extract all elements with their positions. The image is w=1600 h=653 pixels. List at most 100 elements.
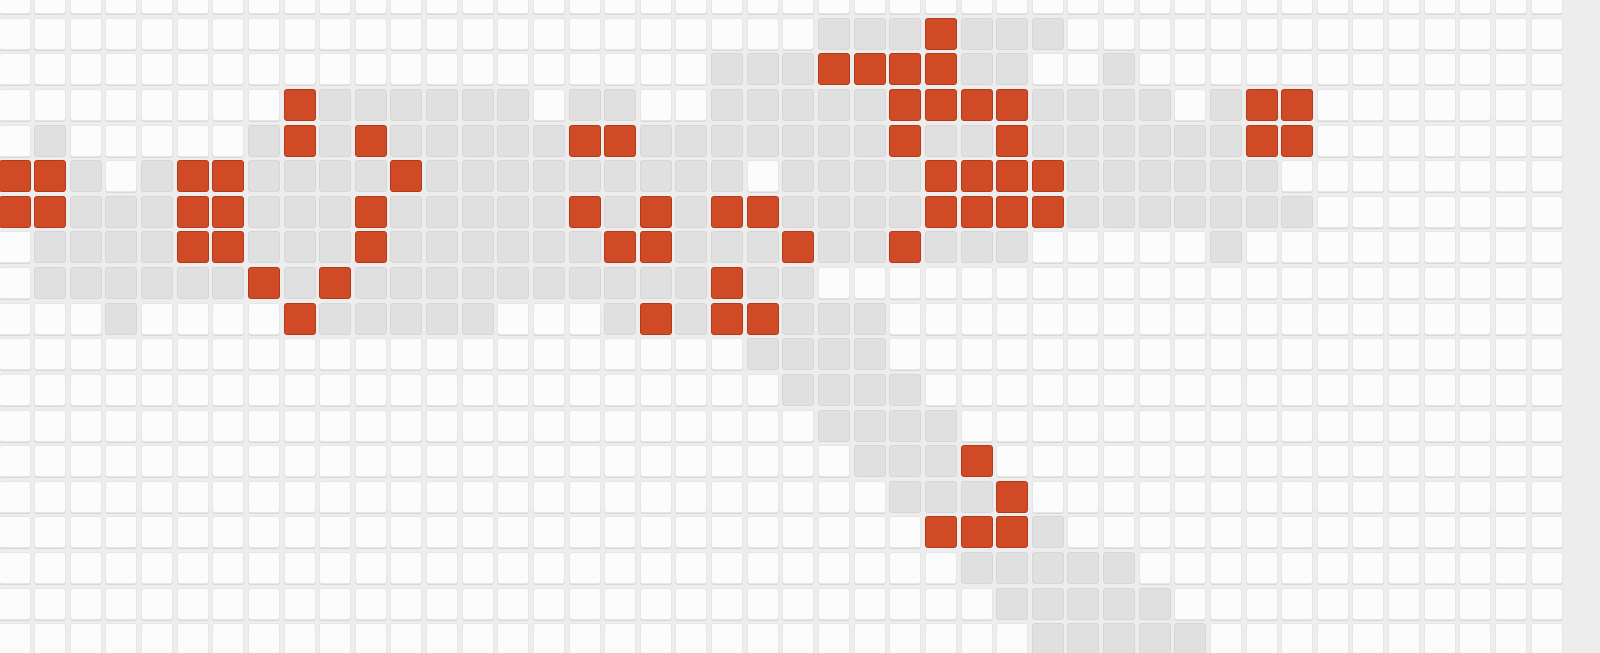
grid-cell-explored[interactable]: [34, 231, 67, 264]
grid-cell-empty[interactable]: [1423, 53, 1456, 86]
grid-cell-empty[interactable]: [354, 373, 387, 406]
grid-cell-empty[interactable]: [782, 587, 815, 620]
grid-cell-explored[interactable]: [889, 409, 922, 442]
grid-cell-empty[interactable]: [69, 17, 102, 50]
grid-cell-explored[interactable]: [1209, 195, 1242, 228]
grid-cell-empty[interactable]: [1245, 480, 1278, 513]
grid-cell-empty[interactable]: [1388, 0, 1421, 14]
grid-cell-explored[interactable]: [924, 231, 957, 264]
grid-cell-explored[interactable]: [817, 160, 850, 193]
grid-cell-explored[interactable]: [141, 267, 174, 300]
grid-cell-empty[interactable]: [141, 445, 174, 478]
grid-cell-empty[interactable]: [532, 302, 565, 335]
grid-cell-explored[interactable]: [960, 480, 993, 513]
grid-cell-selected[interactable]: [960, 445, 993, 478]
grid-cell-explored[interactable]: [746, 338, 779, 371]
grid-cell-empty[interactable]: [782, 0, 815, 14]
grid-cell-empty[interactable]: [1388, 338, 1421, 371]
grid-cell-empty[interactable]: [212, 480, 245, 513]
grid-cell-empty[interactable]: [1174, 516, 1207, 549]
grid-cell-empty[interactable]: [782, 623, 815, 653]
grid-cell-empty[interactable]: [1352, 302, 1385, 335]
grid-cell-empty[interactable]: [1530, 373, 1563, 406]
grid-cell-empty[interactable]: [1245, 0, 1278, 14]
grid-cell-empty[interactable]: [1352, 88, 1385, 121]
grid-cell-empty[interactable]: [1138, 445, 1171, 478]
grid-cell-empty[interactable]: [1174, 552, 1207, 585]
grid-cell-empty[interactable]: [1388, 53, 1421, 86]
grid-cell-empty[interactable]: [1423, 373, 1456, 406]
grid-cell-empty[interactable]: [426, 623, 459, 653]
grid-cell-empty[interactable]: [461, 445, 494, 478]
grid-cell-explored[interactable]: [746, 53, 779, 86]
grid-cell-empty[interactable]: [1316, 88, 1349, 121]
grid-cell-selected[interactable]: [996, 88, 1029, 121]
grid-cell-empty[interactable]: [853, 480, 886, 513]
grid-cell-empty[interactable]: [1209, 302, 1242, 335]
grid-cell-empty[interactable]: [853, 587, 886, 620]
grid-cell-empty[interactable]: [176, 338, 209, 371]
grid-cell-selected[interactable]: [283, 124, 316, 157]
grid-cell-empty[interactable]: [1245, 445, 1278, 478]
grid-cell-explored[interactable]: [1138, 124, 1171, 157]
grid-cell-explored[interactable]: [639, 267, 672, 300]
grid-cell-empty[interactable]: [675, 552, 708, 585]
grid-cell-empty[interactable]: [1245, 587, 1278, 620]
grid-cell-empty[interactable]: [1067, 267, 1100, 300]
grid-cell-explored[interactable]: [461, 160, 494, 193]
grid-cell-empty[interactable]: [711, 552, 744, 585]
grid-cell-empty[interactable]: [1494, 88, 1527, 121]
grid-cell-empty[interactable]: [1352, 17, 1385, 50]
grid-cell-empty[interactable]: [817, 623, 850, 653]
grid-cell-empty[interactable]: [996, 373, 1029, 406]
grid-cell-empty[interactable]: [1530, 88, 1563, 121]
grid-cell-empty[interactable]: [1530, 160, 1563, 193]
grid-cell-selected[interactable]: [0, 160, 31, 193]
grid-cell-empty[interactable]: [1281, 516, 1314, 549]
grid-cell-empty[interactable]: [568, 338, 601, 371]
grid-cell-empty[interactable]: [283, 516, 316, 549]
grid-cell-empty[interactable]: [69, 623, 102, 653]
grid-cell-empty[interactable]: [1494, 480, 1527, 513]
grid-cell-explored[interactable]: [497, 160, 530, 193]
grid-cell-empty[interactable]: [283, 53, 316, 86]
grid-cell-selected[interactable]: [604, 124, 637, 157]
grid-cell-empty[interactable]: [1459, 195, 1492, 228]
grid-cell-explored[interactable]: [247, 195, 280, 228]
grid-cell-empty[interactable]: [1494, 338, 1527, 371]
grid-cell-explored[interactable]: [817, 302, 850, 335]
grid-cell-empty[interactable]: [497, 480, 530, 513]
grid-cell-empty[interactable]: [1138, 231, 1171, 264]
grid-cell-empty[interactable]: [1067, 17, 1100, 50]
grid-cell-explored[interactable]: [532, 160, 565, 193]
grid-cell-explored[interactable]: [746, 88, 779, 121]
grid-cell-empty[interactable]: [69, 552, 102, 585]
grid-cell-empty[interactable]: [1245, 267, 1278, 300]
grid-cell-empty[interactable]: [1174, 267, 1207, 300]
grid-cell-selected[interactable]: [176, 195, 209, 228]
grid-cell-explored[interactable]: [853, 373, 886, 406]
grid-cell-empty[interactable]: [1138, 409, 1171, 442]
grid-cell-empty[interactable]: [1316, 267, 1349, 300]
grid-cell-empty[interactable]: [34, 17, 67, 50]
grid-cell-explored[interactable]: [604, 302, 637, 335]
grid-cell-explored[interactable]: [176, 267, 209, 300]
grid-cell-empty[interactable]: [141, 338, 174, 371]
grid-cell-empty[interactable]: [141, 124, 174, 157]
grid-cell-empty[interactable]: [1459, 480, 1492, 513]
grid-cell-empty[interactable]: [1352, 160, 1385, 193]
grid-cell-empty[interactable]: [1174, 373, 1207, 406]
grid-cell-selected[interactable]: [960, 516, 993, 549]
grid-cell-empty[interactable]: [1530, 587, 1563, 620]
grid-cell-empty[interactable]: [924, 587, 957, 620]
grid-cell-explored[interactable]: [889, 160, 922, 193]
grid-cell-empty[interactable]: [141, 0, 174, 14]
grid-cell-empty[interactable]: [996, 302, 1029, 335]
grid-cell-explored[interactable]: [960, 124, 993, 157]
grid-cell-empty[interactable]: [639, 0, 672, 14]
grid-cell-empty[interactable]: [0, 587, 31, 620]
grid-cell-empty[interactable]: [390, 338, 423, 371]
grid-cell-empty[interactable]: [1281, 623, 1314, 653]
grid-cell-empty[interactable]: [319, 480, 352, 513]
grid-cell-empty[interactable]: [0, 409, 31, 442]
